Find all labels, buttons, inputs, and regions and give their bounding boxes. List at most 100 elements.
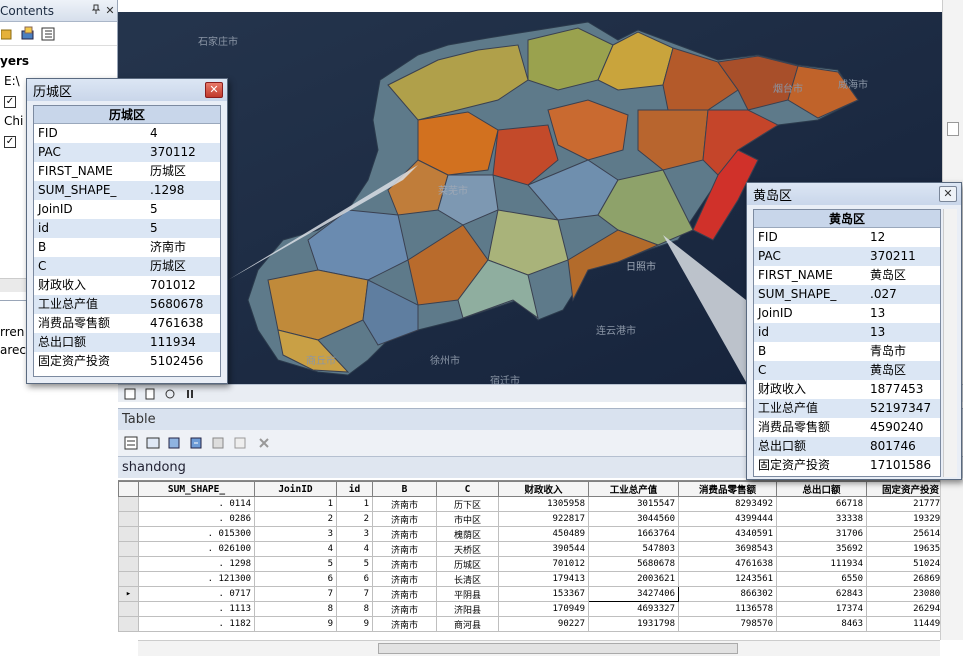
identify-popup-licheng[interactable]: 历城区 ✕ 历城区 FID 4 PAC 370112 FIRST_NAME 历城区 SUM_… [26,78,228,384]
table-cell[interactable]: . 026100 [138,541,255,557]
popup-vertical-scrollbar[interactable] [943,209,957,477]
popup-field-row[interactable]: B 青岛市 [754,342,940,361]
table-cell[interactable]: 2 [336,511,373,527]
table-cell[interactable]: . 1182 [138,616,255,632]
close-button[interactable]: ✕ [939,186,957,202]
table-cell[interactable]: 1 [254,496,337,512]
table-cell[interactable]: . 0286 [138,511,255,527]
table-cell[interactable]: 8 [254,601,337,617]
table-cell[interactable]: . 1113 [138,601,255,617]
popup-field-row[interactable]: 财政收入 1877453 [754,380,940,399]
layer-checkbox[interactable]: ✓ [4,96,16,108]
attribute-table[interactable]: SUM_SHAPE_ JoinID id B C 财政收入 工业总产值 消费品零… [118,480,963,656]
column-header[interactable]: 消费品零售额 [678,481,777,497]
table-cell[interactable]: 4399444 [678,511,777,527]
column-header[interactable] [118,481,139,497]
table-cell[interactable]: 3427406 [588,586,679,602]
table-row[interactable]: . 1298 5 5 济南市 历城区 701012 5680678 4761638 111934… [118,556,955,572]
popup-field-row[interactable]: 工业总产值 5680678 [34,295,220,314]
row-selector[interactable] [118,526,139,542]
delete-selected-icon[interactable] [256,435,272,451]
table-cell[interactable]: 济南市 [372,511,437,527]
table-cell[interactable]: 8293492 [678,496,777,512]
table-cell[interactable]: 4761638 [678,556,777,572]
table-cell[interactable]: 济阳县 [436,601,499,617]
table-cell[interactable]: 平阴县 [436,586,499,602]
row-selector[interactable] [118,601,139,617]
close-button[interactable]: ✕ [205,82,223,98]
table-cell[interactable]: 天桥区 [436,541,499,557]
column-header[interactable]: id [336,481,373,497]
scroll-thumb[interactable] [378,643,738,654]
popup-field-row[interactable]: FID 4 [34,124,220,143]
table-cell[interactable]: 9 [336,616,373,632]
column-header[interactable]: SUM_SHAPE_ [138,481,255,497]
row-selector[interactable] [118,616,139,632]
table-row[interactable]: . 1113 8 8 济南市 济阳县 170949 4693327 1136578 17374 2… [118,601,955,617]
table-vertical-scrollbar[interactable] [940,480,963,640]
table-cell[interactable]: 3 [336,526,373,542]
table-cell[interactable]: 390544 [498,541,589,557]
row-selector[interactable] [118,556,139,572]
popup-field-row[interactable]: 固定资产投资 17101586 [754,456,940,475]
table-cell[interactable]: . 0114 [138,496,255,512]
table-cell[interactable]: 3 [254,526,337,542]
table-row[interactable]: . 121300 6 6 济南市 长清区 179413 2003621 1243561 6550… [118,571,955,587]
table-cell[interactable]: 2 [254,511,337,527]
table-cell[interactable]: 7 [254,586,337,602]
related-tables-icon[interactable] [146,435,162,451]
popup-field-row[interactable]: JoinID 13 [754,304,940,323]
column-header[interactable]: 固定资产投资 [866,481,955,497]
table-cell[interactable]: 153367 [498,586,589,602]
table-cell[interactable]: 6550 [776,571,867,587]
refresh-icon[interactable] [162,386,178,402]
popup-titlebar[interactable]: 历城区 ✕ [27,79,227,101]
table-cell[interactable]: 4 [254,541,337,557]
zoom-to-selected-icon[interactable] [234,435,250,451]
row-selector[interactable]: ▸ [118,586,139,602]
table-cell[interactable]: 济南市 [372,526,437,542]
column-header[interactable]: JoinID [254,481,337,497]
popup-field-row[interactable]: 消费品零售额 4590240 [754,418,940,437]
table-cell[interactable]: 17374 [776,601,867,617]
table-cell[interactable]: 547803 [588,541,679,557]
column-header[interactable]: 总出口额 [776,481,867,497]
table-cell[interactable]: . 015300 [138,526,255,542]
table-cell[interactable]: 90227 [498,616,589,632]
layer-checkbox[interactable]: ✓ [4,136,16,148]
table-cell[interactable]: 济南市 [372,556,437,572]
table-cell[interactable]: 1136578 [678,601,777,617]
column-header[interactable]: 财政收入 [498,481,589,497]
popup-field-row[interactable]: id 5 [34,219,220,238]
table-cell[interactable]: 1 [336,496,373,512]
table-cell[interactable]: 6 [254,571,337,587]
clear-selection-icon[interactable] [212,435,228,451]
table-cell[interactable]: 1305958 [498,496,589,512]
table-cell[interactable]: 2003621 [588,571,679,587]
table-cell[interactable]: 1663764 [588,526,679,542]
pause-icon[interactable] [182,386,198,402]
select-by-attributes-icon[interactable] [168,435,184,451]
scroll-thumb[interactable] [947,122,959,136]
popup-field-row[interactable]: FIRST_NAME 历城区 [34,162,220,181]
popup-field-row[interactable]: 财政收入 701012 [34,276,220,295]
data-view-icon[interactable] [142,386,158,402]
row-selector[interactable] [118,511,139,527]
popup-field-row[interactable]: FIRST_NAME 黄岛区 [754,266,940,285]
close-icon[interactable]: ✕ [105,4,115,17]
table-cell[interactable]: 35692 [776,541,867,557]
popup-field-row[interactable]: C 黄岛区 [754,361,940,380]
table-cell[interactable]: 8463 [776,616,867,632]
table-cell[interactable]: . 0717 [138,586,255,602]
column-header[interactable]: 工业总产值 [588,481,679,497]
table-cell[interactable]: 33338 [776,511,867,527]
table-cell[interactable]: 5 [336,556,373,572]
list-by-visibility-icon[interactable] [20,26,36,42]
table-cell[interactable]: 历下区 [436,496,499,512]
table-cell[interactable]: 济南市 [372,571,437,587]
table-cell[interactable]: 31706 [776,526,867,542]
table-cell[interactable]: 179413 [498,571,589,587]
popup-field-row[interactable]: PAC 370211 [754,247,940,266]
table-cell[interactable]: 3044560 [588,511,679,527]
table-cell[interactable]: 866302 [678,586,777,602]
